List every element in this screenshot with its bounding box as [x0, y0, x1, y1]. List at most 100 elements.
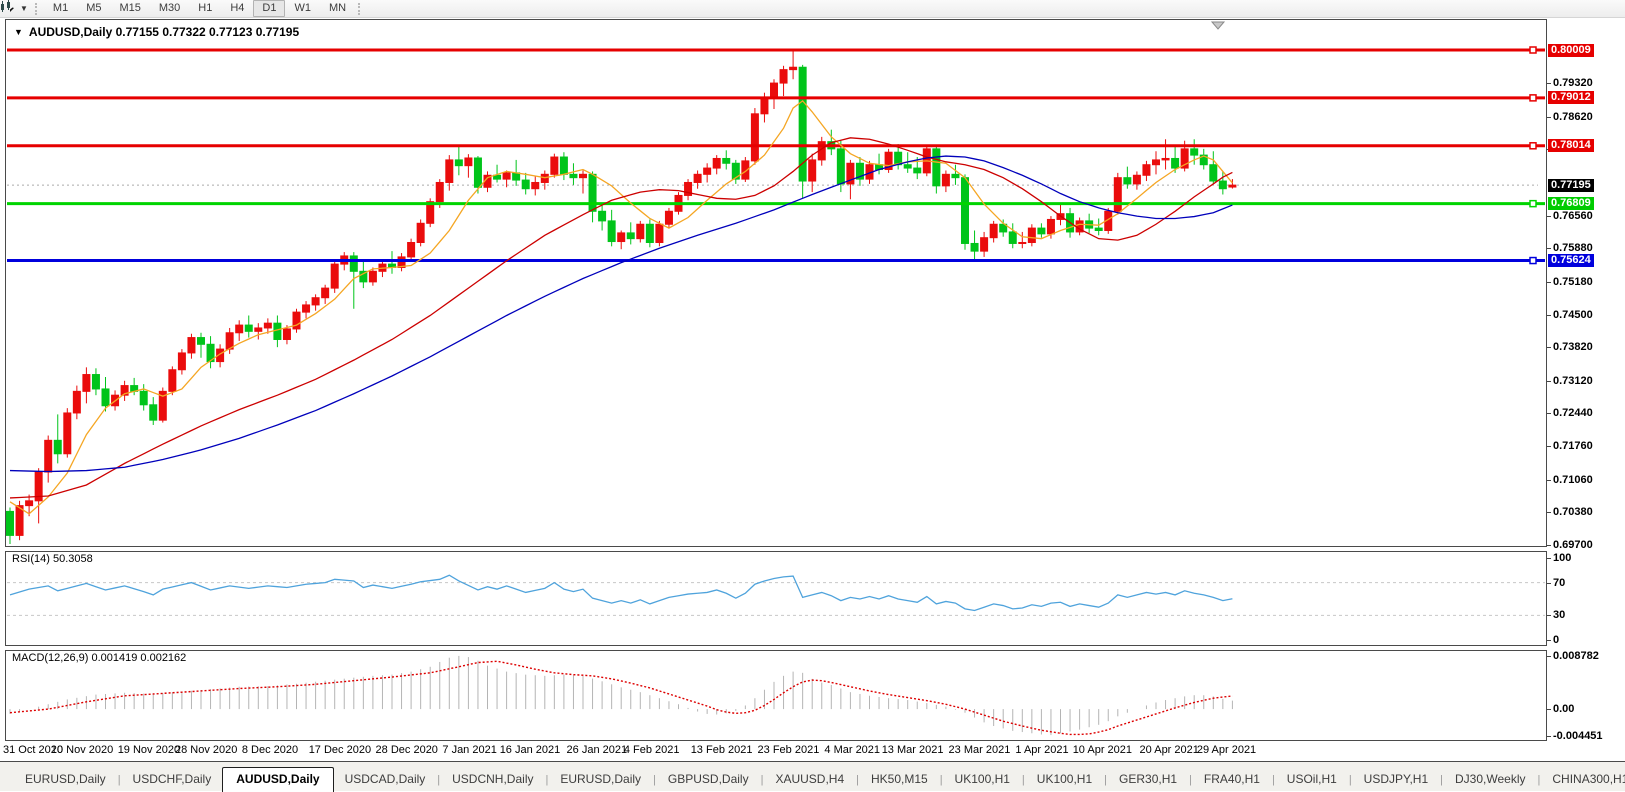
timeframe-button-m1[interactable]: M1 [52, 2, 69, 14]
candlestick-chart[interactable] [6, 20, 1546, 546]
candle [559, 156, 568, 175]
price-tick: 0.73120 [1547, 375, 1593, 388]
candle [502, 172, 511, 180]
candle [464, 157, 473, 167]
timeframe-button-h4[interactable]: H4 [230, 2, 245, 14]
candle [1132, 174, 1141, 185]
candle [999, 223, 1008, 233]
candle [473, 157, 482, 188]
toolbar-grip-2[interactable] [358, 2, 361, 15]
chart-tab-usdchf-daily[interactable]: USDCHF,Daily [132, 772, 212, 786]
date-label: 17 Dec 2020 [308, 744, 372, 756]
timeframe-button-d1[interactable]: D1 [253, 0, 286, 17]
candle [579, 173, 587, 179]
candle [235, 324, 244, 334]
chart-tab-usdcad-daily[interactable]: USDCAD,Daily [344, 772, 426, 786]
candle [1218, 180, 1227, 190]
candle [913, 167, 922, 174]
chart-tab-uk100-h1[interactable]: UK100,H1 [954, 772, 1010, 786]
candle [15, 505, 24, 536]
rsi-panel[interactable] [5, 551, 1547, 646]
timeframe-button-h1[interactable]: H1 [198, 2, 213, 14]
chart-tab-dj30-weekly[interactable]: DJ30,Weekly [1455, 772, 1526, 786]
chart-tab-china300-h1[interactable]: CHINA300,H1 [1552, 772, 1625, 786]
candle [493, 174, 502, 180]
tab-separator: | [939, 774, 943, 786]
candle [311, 297, 320, 306]
candle [836, 148, 845, 185]
timeframe-button-w1[interactable]: W1 [294, 2, 311, 14]
chart-tool-icon[interactable] [1, 0, 19, 16]
date-label: 28 Nov 2020 [175, 744, 238, 756]
chart-tab-hk50-m15[interactable]: HK50,M15 [870, 772, 928, 786]
price-tick: 0.78620 [1547, 111, 1593, 124]
macd-tick: 0.00 [1547, 703, 1574, 716]
candle [598, 210, 607, 222]
candle [722, 157, 731, 164]
main-chart-panel[interactable] [5, 19, 1547, 547]
candle [989, 223, 998, 239]
date-label: 1 Apr 2021 [1015, 744, 1069, 756]
chart-tab-usdjpy-h1[interactable]: USDJPY,H1 [1363, 772, 1429, 786]
price-tick: 0.79320 [1547, 77, 1593, 90]
date-axis[interactable]: 31 Oct 2020 10 Nov 2020 19 Nov 2020 28 Nov … [0, 741, 1625, 761]
price-axis[interactable]: 0.793200.786200.779400.765600.758800.751… [1547, 19, 1625, 743]
tab-separator: | [1104, 774, 1108, 786]
tab-separator: | [1440, 774, 1444, 786]
candle [512, 172, 521, 181]
rsi-tick: 100 [1547, 552, 1571, 565]
level-line-handle [1529, 46, 1537, 54]
level-line-handle [1529, 256, 1537, 265]
candle [1142, 164, 1151, 176]
candle [120, 385, 129, 396]
candle [34, 471, 43, 502]
timeframe-button-m5[interactable]: M5 [86, 2, 102, 14]
tab-separator: | [1021, 774, 1025, 786]
date-label: 20 Apr 2021 [1139, 744, 1199, 756]
chart-tab-eurusd-daily[interactable]: EURUSD,Daily [25, 772, 106, 786]
candle [187, 337, 196, 354]
tab-separator: | [1271, 774, 1275, 786]
chart-title: ▼ AUDUSD,Daily 0.77155 0.77322 0.77123 0… [14, 25, 299, 39]
symbol-dropdown-icon[interactable]: ▼ [14, 27, 23, 37]
timeframe-button-m15[interactable]: M15 [119, 2, 141, 14]
toolbar-grip[interactable] [34, 2, 37, 15]
price-tick: 0.72440 [1547, 407, 1593, 420]
chart-tab-gbpusd-daily[interactable]: GBPUSD,Daily [667, 772, 749, 786]
chart-shift-marker [1210, 21, 1226, 30]
price-tick: 0.74500 [1547, 309, 1593, 322]
candle [703, 167, 712, 175]
tab-separator: | [1537, 774, 1541, 786]
chart-tab-usoil-h1[interactable]: USOil,H1 [1286, 772, 1337, 786]
candle [521, 179, 530, 190]
candle [63, 412, 72, 455]
candle [244, 324, 253, 332]
rsi-tick: 70 [1547, 577, 1565, 590]
candle [693, 173, 702, 183]
date-label: 28 Dec 2020 [375, 744, 438, 756]
candle [282, 328, 291, 340]
candle [330, 263, 339, 289]
chart-tab-ger30-h1[interactable]: GER30,H1 [1119, 772, 1178, 786]
candle [426, 201, 435, 224]
chart-tab-xauusd-h4[interactable]: XAUUSD,H4 [775, 772, 845, 786]
chart-tab-audusd-daily[interactable]: AUDUSD,Daily [222, 767, 334, 792]
timeframe-button-m30[interactable]: M30 [158, 2, 181, 14]
macd-tick: -0.004451 [1547, 730, 1603, 743]
candle [1209, 164, 1218, 182]
chevron-down-icon[interactable]: ▼ [20, 4, 28, 13]
chart-tab-uk100-h1[interactable]: UK100,H1 [1036, 772, 1093, 786]
candle [139, 390, 148, 406]
candle [664, 210, 673, 225]
price-tick: 0.75180 [1547, 276, 1593, 289]
chart-tab-usdcnh-daily[interactable]: USDCNH,Daily [452, 772, 534, 786]
macd-panel[interactable] [5, 650, 1547, 741]
candle [1018, 241, 1027, 244]
rsi-tick: 0 [1547, 634, 1559, 647]
date-label: 13 Mar 2021 [881, 744, 944, 756]
chart-tab-eurusd-daily[interactable]: EURUSD,Daily [560, 772, 642, 786]
candle [980, 237, 989, 252]
price-tick: 0.76560 [1547, 210, 1593, 223]
chart-tab-fra40-h1[interactable]: FRA40,H1 [1203, 772, 1260, 786]
timeframe-button-mn[interactable]: MN [328, 2, 347, 14]
